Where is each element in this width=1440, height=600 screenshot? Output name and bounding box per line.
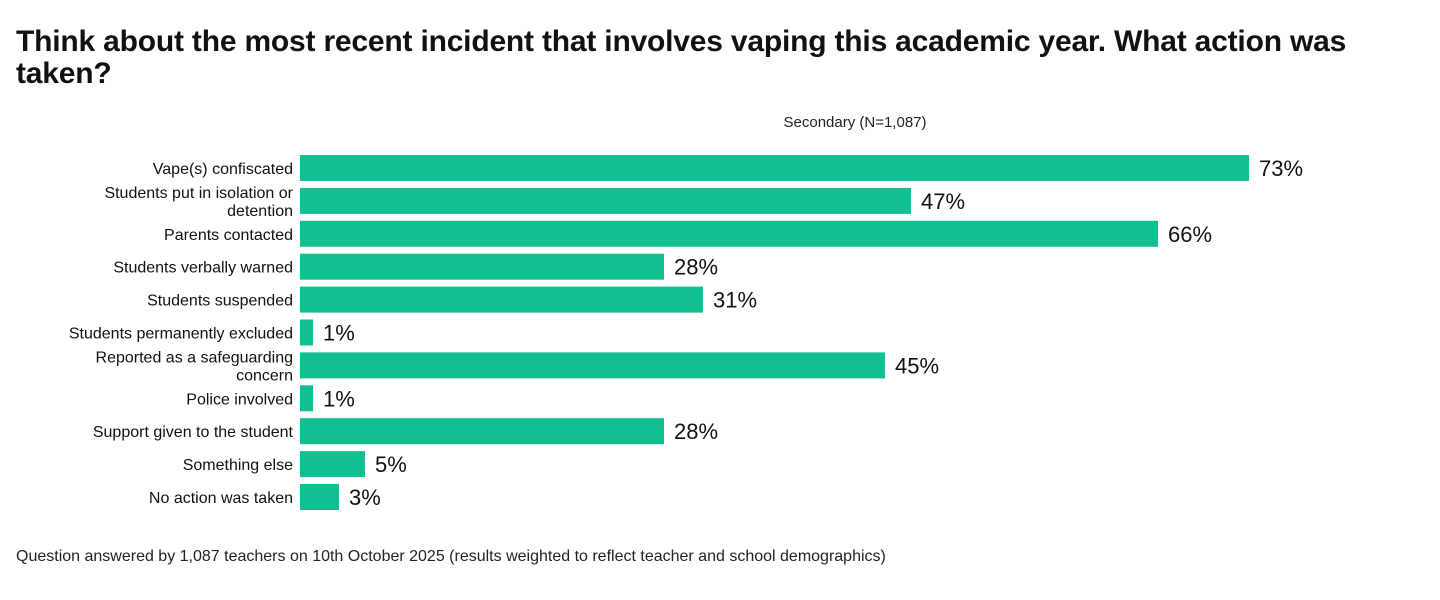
- value-labels: 73% 47% 66% 28% 31% 1% 45% 1% 28% 5% 3%: [323, 156, 1303, 510]
- chart-title: Think about the most recent incident tha…: [16, 25, 1347, 90]
- category-label: Students put in isolation or detention: [104, 185, 293, 220]
- value-label: 1%: [323, 386, 355, 411]
- footnote: Question answered by 1,087 teachers on 1…: [16, 548, 886, 565]
- bar: [300, 319, 313, 346]
- category-label: Students suspended: [147, 293, 293, 310]
- value-label: 73%: [1259, 156, 1303, 181]
- bar: [300, 253, 664, 280]
- category-label: Vape(s) confiscated: [153, 161, 293, 178]
- category-label-line: Students put in isolation or: [104, 185, 293, 202]
- category-label-line: Students suspended: [147, 293, 293, 310]
- bar: [300, 385, 313, 412]
- category-label: Support given to the student: [93, 424, 294, 441]
- category-label-line: Police involved: [186, 391, 293, 408]
- value-label: 31%: [713, 288, 757, 313]
- bar-chart: Secondary (N=1,087) Vape(s) confiscated S…: [69, 114, 1303, 510]
- category-label-line: concern: [236, 367, 293, 384]
- category-label-line: Something else: [183, 457, 293, 474]
- category-label-line: No action was taken: [149, 490, 293, 507]
- category-label: No action was taken: [149, 490, 293, 507]
- series-header: Secondary (N=1,087): [784, 114, 927, 131]
- category-label-line: Vape(s) confiscated: [153, 161, 293, 178]
- category-label: Parents contacted: [164, 227, 293, 244]
- bar: [300, 484, 339, 510]
- category-label-line: Reported as a safeguarding: [96, 349, 293, 366]
- bar: [300, 451, 365, 478]
- category-label: Something else: [183, 457, 293, 474]
- bar: [300, 155, 1249, 181]
- value-label: 1%: [323, 321, 355, 346]
- value-label: 47%: [921, 189, 965, 214]
- value-label: 66%: [1168, 222, 1212, 247]
- bar: [300, 220, 1158, 247]
- bar: [300, 187, 911, 214]
- category-label: Reported as a safeguarding concern: [96, 349, 293, 384]
- value-label: 28%: [674, 419, 718, 444]
- value-label: 45%: [895, 353, 939, 378]
- value-label: 5%: [375, 452, 407, 477]
- category-label: Students verbally warned: [113, 260, 293, 277]
- value-label: 3%: [349, 485, 381, 510]
- category-label-line: detention: [227, 203, 293, 220]
- bar: [300, 286, 703, 313]
- value-label: 28%: [674, 255, 718, 280]
- bar: [300, 418, 664, 445]
- bars: [300, 155, 1249, 510]
- category-label-line: Support given to the student: [93, 424, 294, 441]
- category-label: Police involved: [186, 391, 293, 408]
- category-label: Students permanently excluded: [69, 326, 293, 343]
- category-labels: Vape(s) confiscated Students put in isola…: [69, 161, 294, 507]
- category-label-line: Students permanently excluded: [69, 326, 293, 343]
- category-label-line: Parents contacted: [164, 227, 293, 244]
- category-label-line: Students verbally warned: [113, 260, 293, 277]
- bar: [300, 352, 885, 379]
